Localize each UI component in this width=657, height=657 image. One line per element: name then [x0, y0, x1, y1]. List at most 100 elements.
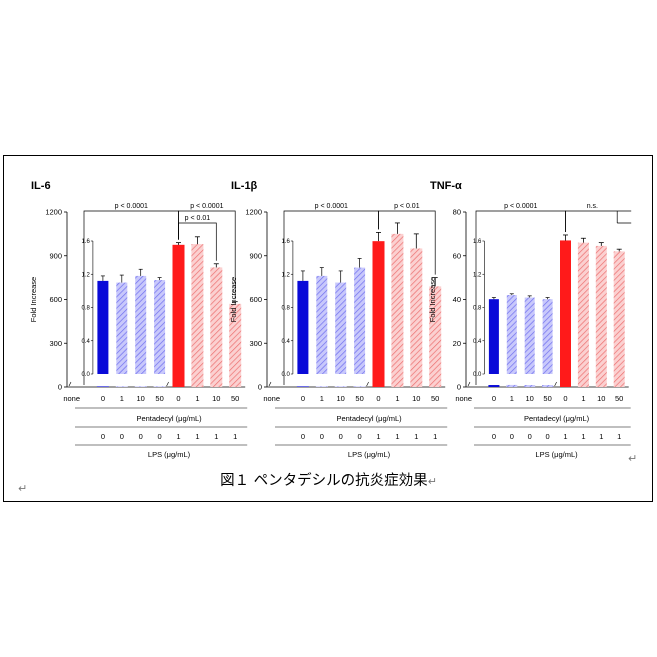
- x-tick-label: 10: [597, 394, 605, 403]
- y-axis-label: Fold Increase: [428, 277, 437, 322]
- bar: [488, 385, 500, 387]
- x-tick-label: 0: [376, 394, 380, 403]
- lps-value: 1: [376, 432, 380, 441]
- lps-value: 0: [120, 432, 124, 441]
- inset-y-tick-label: 1.6: [473, 239, 482, 245]
- inset-y-tick-label: 0.0: [282, 372, 291, 378]
- bar: [315, 386, 328, 387]
- bar: [542, 385, 554, 387]
- x-tick-label: 10: [212, 394, 220, 403]
- chart-title: TNF-α: [430, 180, 462, 192]
- inset-y-tick-label: 0.4: [282, 339, 291, 345]
- x-tick-label: 1: [395, 394, 399, 403]
- inset-bar: [116, 282, 128, 374]
- inset-y-tick-label: 1.2: [282, 272, 291, 278]
- x-tick-label: 50: [431, 394, 439, 403]
- y-tick-label: 80: [453, 208, 461, 217]
- inset-bar: [506, 295, 517, 374]
- y-axis-label: Fold Increase: [29, 277, 38, 322]
- y-tick-label: 20: [453, 339, 461, 348]
- axis-break-mark: [268, 381, 272, 387]
- y-tick-label: 300: [249, 339, 262, 348]
- x-group-label: Pentadecyl (μg/mL): [136, 414, 202, 423]
- x-tick-label: 0: [101, 394, 105, 403]
- inset-bar: [488, 299, 499, 374]
- y-tick-label: 60: [453, 251, 461, 260]
- bar: [372, 241, 385, 387]
- bar: [577, 242, 589, 387]
- y-axis-label: Fold Increase: [229, 277, 238, 322]
- inset-y-tick-label: 0.8: [282, 306, 291, 312]
- y-tick-label: 600: [249, 295, 262, 304]
- lps-value: 1: [617, 432, 621, 441]
- x-tick-label: 0: [563, 394, 567, 403]
- bar: [429, 286, 442, 387]
- y-tick-label: 0: [457, 383, 461, 392]
- y-tick-label: 1200: [45, 208, 62, 217]
- return-mark: ↵: [18, 482, 28, 495]
- inset-bar: [297, 280, 309, 374]
- x-tick-label: 10: [412, 394, 420, 403]
- lps-value: 1: [563, 432, 567, 441]
- bar: [134, 386, 147, 387]
- lps-value: 0: [492, 432, 496, 441]
- lps-value: 0: [320, 432, 324, 441]
- y-tick-label: 900: [249, 251, 262, 260]
- y-tick-label: 300: [49, 339, 62, 348]
- x-tick-label: 1: [510, 394, 514, 403]
- inset-y-tick-label: 0.8: [473, 306, 482, 312]
- inset-y-tick-label: 1.2: [82, 272, 91, 278]
- x-group-label: Pentadecyl (μg/mL): [336, 414, 402, 423]
- lps-label: LPS (μg/mL): [148, 450, 191, 459]
- x-tick-label: 0: [492, 394, 496, 403]
- x-tick-label: 50: [155, 394, 163, 403]
- inset-bar: [316, 275, 328, 374]
- significance-label: p < 0.01: [185, 215, 211, 222]
- significance-label: p < 0.0001: [190, 203, 223, 210]
- inset-y-tick-label: 0.0: [473, 372, 482, 378]
- inset-y-tick-label: 1.2: [473, 272, 482, 278]
- x-tick-label: 1: [120, 394, 124, 403]
- significance-bracket: [565, 210, 632, 232]
- inset-y-tick-label: 1.6: [282, 239, 291, 245]
- lps-value: 1: [581, 432, 585, 441]
- bar: [391, 233, 404, 387]
- significance-bracket: [378, 210, 436, 275]
- inset-bar: [154, 280, 166, 374]
- axis-break-mark: [68, 381, 72, 387]
- return-mark: ↵: [628, 452, 638, 465]
- return-mark: ↵: [427, 475, 437, 488]
- lps-value: 1: [195, 432, 199, 441]
- x-tick-label: 1: [581, 394, 585, 403]
- axis-break-mark: [554, 381, 557, 387]
- lps-value: 1: [233, 432, 237, 441]
- lps-value: 1: [176, 432, 180, 441]
- bar: [191, 244, 204, 387]
- bar: [210, 267, 223, 387]
- axis-break-mark: [467, 381, 471, 387]
- lps-value: 1: [414, 432, 418, 441]
- bar: [296, 386, 309, 387]
- bar: [560, 240, 571, 387]
- significance-label: p < 0.0001: [115, 203, 148, 210]
- y-tick-label: 40: [453, 295, 461, 304]
- bar: [172, 244, 185, 387]
- axis-break-mark: [366, 381, 369, 387]
- lps-value: 0: [158, 432, 162, 441]
- axis-break-mark: [166, 381, 169, 387]
- inset-bar: [135, 275, 147, 374]
- x-tick-label: 10: [526, 394, 534, 403]
- caption-text: 図１ ペンタデシルの抗炎症効果: [220, 473, 428, 489]
- x-tick-label: 50: [615, 394, 623, 403]
- inset-bar: [542, 299, 553, 374]
- inset-bar: [97, 280, 109, 374]
- x-tick-label: 0: [301, 394, 305, 403]
- y-tick-label: 0: [58, 383, 62, 392]
- bar: [524, 385, 536, 387]
- figure-caption: 図１ ペンタデシルの抗炎症効果↵: [0, 469, 657, 490]
- inset-y-tick-label: 0.4: [473, 339, 482, 345]
- lps-value: 0: [546, 432, 550, 441]
- lps-value: 0: [528, 432, 532, 441]
- inset-bar: [354, 267, 366, 374]
